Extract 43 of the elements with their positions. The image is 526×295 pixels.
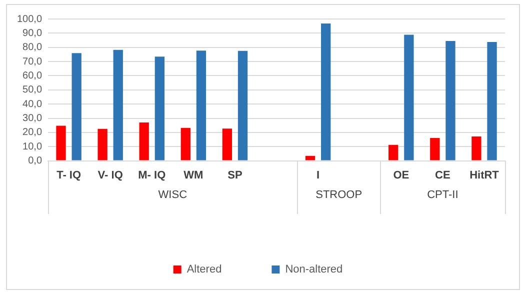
bar [139,122,149,160]
x-tick-label: V- IQ [98,169,124,182]
bar [222,128,232,160]
y-tick-label: 80,0 [22,42,42,54]
bar [72,53,82,160]
bar [404,34,414,160]
bar [180,128,190,160]
bar [196,50,206,160]
x-tick-label: M- IQ [138,169,166,182]
y-tick-label: 60,0 [22,70,42,82]
y-tick-label: 10,0 [22,141,42,152]
bar [430,138,440,160]
bar [238,50,248,160]
x-tick-label: WM [184,169,204,182]
bar [321,24,331,160]
bar [388,144,398,160]
x-tick-label: HitRT [470,169,500,182]
y-tick-label: 30,0 [22,113,42,124]
bar [113,50,123,160]
x-tick-label: SP [228,169,242,182]
x-tick-label: T- IQ [56,169,82,182]
y-tick-label: 40,0 [22,98,42,110]
y-tick-label: 20,0 [22,127,42,138]
y-tick-label: 50,0 [22,84,42,96]
bar [487,42,497,160]
x-tick-label: I [316,169,320,182]
x-tick-label: OE [393,169,410,182]
text: WISC [158,188,188,201]
bar [98,128,108,160]
y-tick-label: 90,0 [22,28,42,39]
legend-label: Altered [186,264,222,276]
text: CPT-II [427,188,458,201]
y-tick-label: 100,0 [16,14,42,25]
text: STROOP [316,188,362,201]
x-tick-label: CE [435,169,450,182]
bar [154,56,164,160]
bar [56,126,66,160]
y-tick-label: 70,0 [22,56,42,68]
bar [446,40,456,160]
legend-label: Non-altered [285,264,343,276]
bar [305,156,316,160]
y-tick-label: 0,0 [28,156,42,167]
bar [472,136,482,160]
